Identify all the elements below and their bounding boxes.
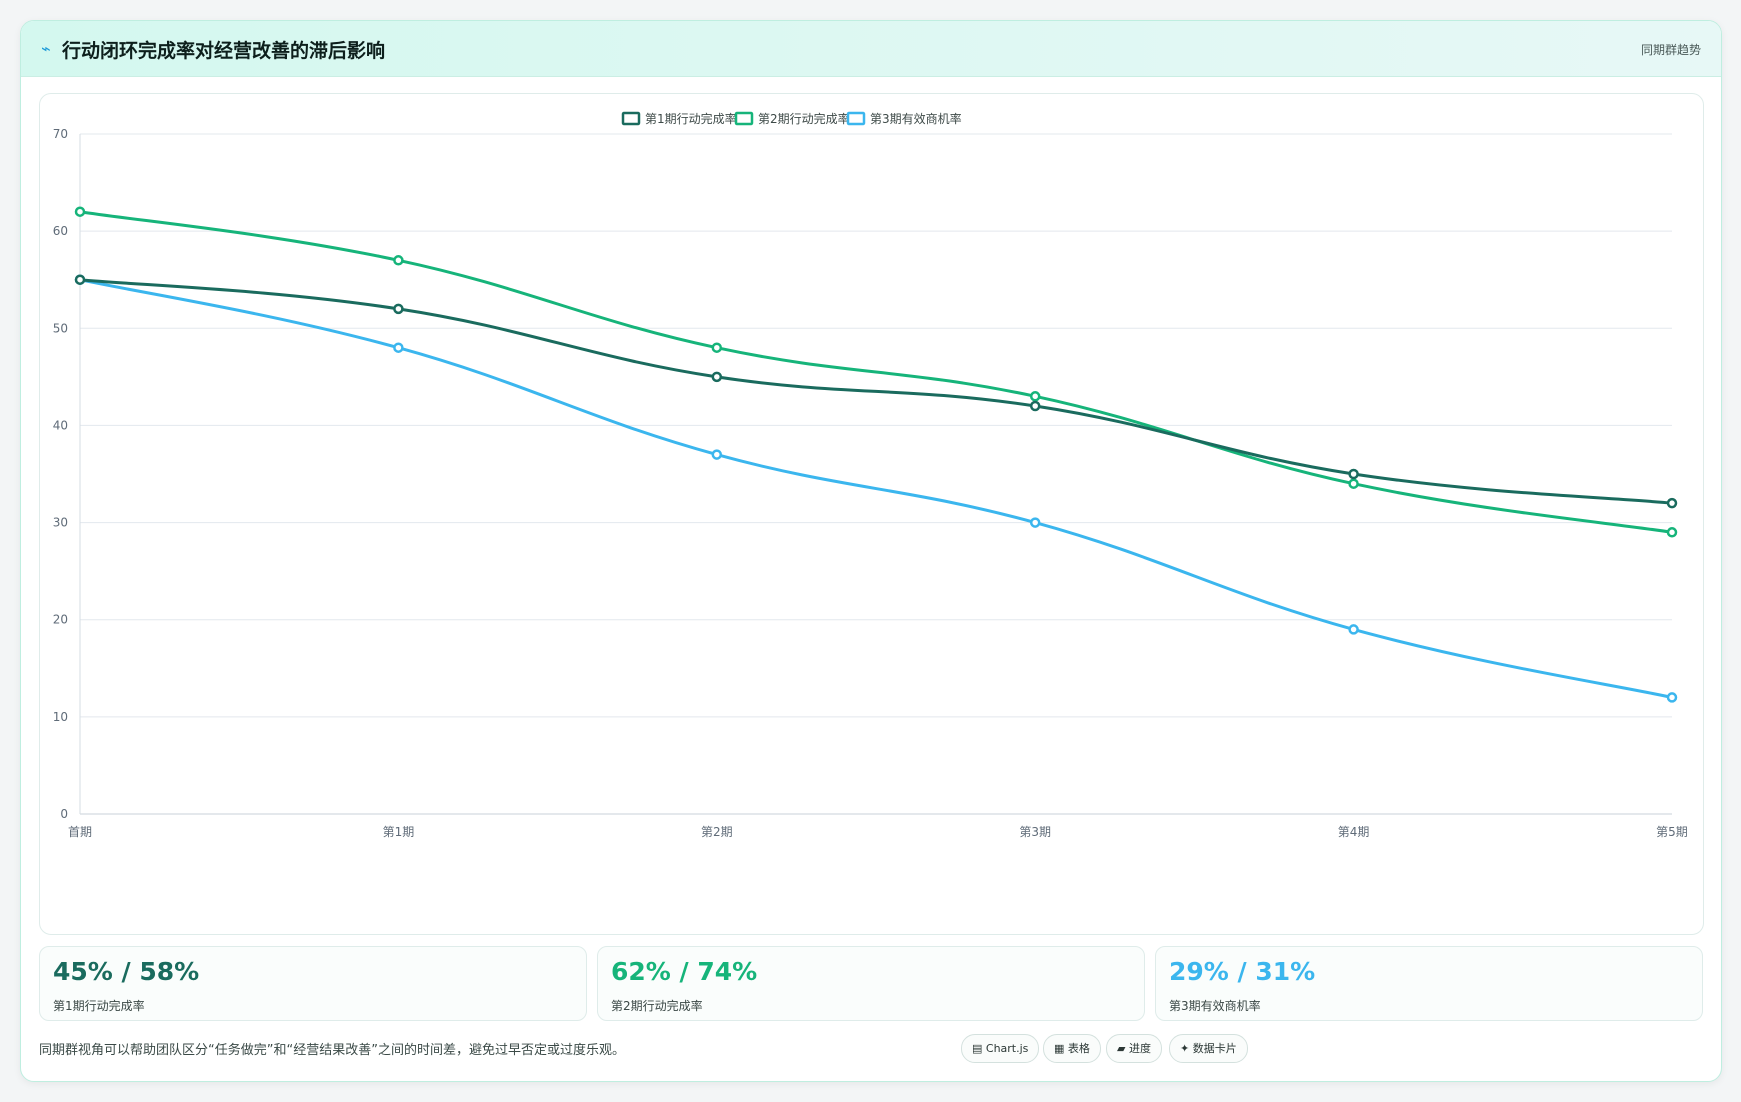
line-chart: 0 10 20 30 40 50 60 70 首期 第1期 第2期 第3期 第4期 第5期 第1期行动完成率… [53, 111, 1688, 839]
legend-swatch [734, 111, 754, 126]
stat-card-series3: 29% / 31% 第3期有效商机率 [1155, 946, 1703, 1021]
data-point [1666, 527, 1678, 538]
legend-label: 第2期行动完成率 [758, 111, 850, 126]
y-tick-label: 10 [53, 710, 68, 724]
cohort-trend-tag: 同期群趋势 [1640, 43, 1701, 57]
y-tick-label: 30 [53, 516, 68, 530]
y-tick-label: 50 [53, 321, 68, 335]
chip-chartjs[interactable]: ▤ Chart.js [961, 1034, 1040, 1063]
chip-table[interactable]: ▦ 表格 [1043, 1034, 1101, 1063]
x-tick-label: 第4期 [1338, 825, 1370, 839]
stat-label: 第2期行动完成率 [611, 999, 703, 1013]
stat-label: 第3期有效商机率 [1169, 999, 1261, 1013]
series-line [79, 210, 1673, 534]
x-tick-label: 第1期 [383, 825, 415, 839]
chart-card: ⌁ 行动闭环完成率对经营改善的滞后影响 同期群趋势 0 10 20 30 40 50 60 7… [20, 20, 1722, 1082]
data-point [711, 449, 723, 460]
data-point [711, 371, 723, 383]
series-line [79, 278, 1673, 505]
data-point [1666, 497, 1678, 509]
legend-swatch [846, 111, 866, 126]
data-point [393, 255, 404, 266]
data-point [1348, 478, 1359, 489]
card-title: 行动闭环完成率对经营改善的滞后影响 [62, 40, 386, 62]
x-tick-label: 第5期 [1656, 825, 1688, 839]
chart-panel: 0 10 20 30 40 50 60 70 首期 第1期 第2期 第3期 第4期 第5期 第1期行动完成率… [39, 93, 1704, 935]
data-point [1029, 400, 1041, 412]
data-point [393, 303, 404, 315]
y-tick-label: 40 [53, 418, 68, 432]
stat-card-series1: 45% / 58% 第1期行动完成率 [39, 946, 587, 1021]
chip-data-card[interactable]: ✦ 数据卡片 [1169, 1034, 1248, 1063]
data-point [1666, 692, 1678, 703]
trend-line-icon: ⌁ [41, 39, 51, 58]
y-tick-label: 0 [60, 807, 68, 821]
data-point [1348, 468, 1359, 480]
x-tick-label: 首期 [68, 825, 92, 839]
y-tick-label: 20 [53, 613, 68, 627]
card-header: ⌁ 行动闭环完成率对经营改善的滞后影响 同期群趋势 [21, 21, 1721, 77]
series-line [79, 278, 1673, 699]
data-point [1029, 391, 1041, 402]
data-point [74, 274, 86, 285]
data-point [393, 342, 404, 353]
data-point [74, 206, 86, 217]
stat-label: 第1期行动完成率 [53, 999, 145, 1013]
x-tick-label: 第2期 [701, 825, 733, 839]
x-tick-label: 第3期 [1019, 825, 1051, 839]
stat-value: 45% / 58% [53, 957, 200, 986]
stat-value: 29% / 31% [1169, 957, 1316, 986]
stat-value: 62% / 74% [611, 957, 758, 986]
legend-label: 第1期行动完成率 [645, 111, 737, 126]
data-point [1348, 624, 1359, 635]
data-point [1029, 517, 1041, 528]
footnote: 同期群视角可以帮助团队区分“任务做完”和“经营结果改善”之间的时间差，避免过早否… [39, 1043, 625, 1058]
y-tick-label: 60 [53, 224, 68, 238]
chip-progress[interactable]: ▰ 进度 [1106, 1034, 1162, 1063]
y-tick-label: 70 [53, 127, 68, 141]
legend-label: 第3期有效商机率 [870, 111, 962, 126]
legend-swatch [621, 111, 641, 126]
stat-card-series2: 62% / 74% 第2期行动完成率 [597, 946, 1145, 1021]
data-point [711, 342, 723, 353]
